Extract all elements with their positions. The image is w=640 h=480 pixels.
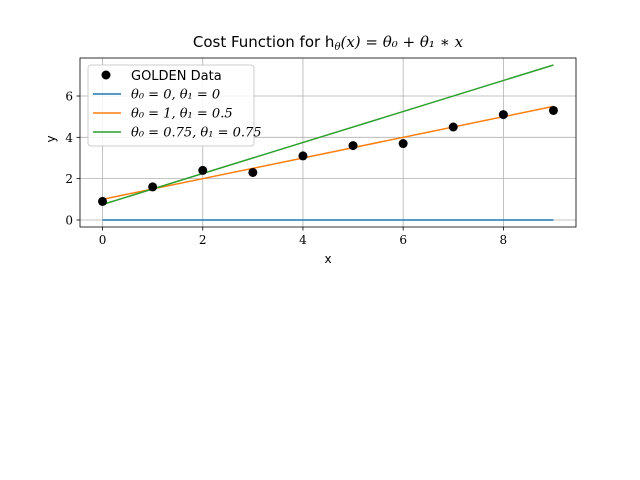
x-axis-label: x: [324, 252, 331, 266]
data-point: [398, 139, 408, 149]
scatter-points: [98, 105, 558, 206]
x-tick-label: 0: [99, 233, 107, 247]
y-tick-label: 0: [65, 213, 73, 227]
legend-label-3: θ₀ = 0.75, θ₁ = 0.75: [131, 126, 262, 141]
plot-frame: [79, 57, 577, 228]
series-line-2: [102, 105, 554, 201]
legend-box: [87, 64, 255, 147]
chart-title-prefix: Cost Function for h: [193, 33, 335, 51]
legend-label-2: θ₀ = 1, θ₁ = 0.5: [131, 107, 233, 122]
legend-marker-golden-data: [101, 70, 111, 80]
data-point: [198, 165, 208, 175]
y-tick-label: 6: [65, 90, 73, 104]
chart-title-formula: (x) = θ₀ + θ₁ ∗ x: [340, 33, 463, 51]
x-tick-label: 2: [199, 233, 207, 247]
legend-label-golden-data: GOLDEN Data: [131, 69, 222, 84]
legend-label-1: θ₀ = 0, θ₁ = 0: [131, 88, 220, 103]
data-point: [448, 122, 458, 132]
data-point: [248, 167, 258, 177]
series-line-3: [102, 64, 554, 206]
x-ticks: 0 2 4 6 8: [99, 227, 507, 247]
chart-title-subscript: θ: [334, 42, 340, 53]
data-point: [148, 182, 158, 192]
data-point: [98, 196, 108, 206]
data-point: [298, 151, 308, 161]
legend: GOLDEN Data θ₀ = 0, θ₁ = 0 θ₀ = 1, θ₁ = 0.…: [87, 64, 262, 147]
series-lines: [102, 64, 554, 221]
x-tick-label: 4: [299, 233, 307, 247]
x-tick-label: 6: [399, 233, 407, 247]
data-point: [548, 105, 558, 115]
chart-title: Cost Function for hθ(x) = θ₀ + θ₁ ∗ x: [193, 33, 464, 53]
y-tick-label: 2: [65, 172, 73, 186]
axes-frame: [79, 57, 577, 228]
y-ticks: 0 2 4 6: [65, 90, 80, 227]
data-point: [348, 141, 358, 151]
y-tick-label: 4: [65, 131, 73, 145]
data-point: [498, 110, 508, 120]
y-axis-label: y: [44, 135, 58, 142]
x-tick-label: 8: [500, 233, 508, 247]
